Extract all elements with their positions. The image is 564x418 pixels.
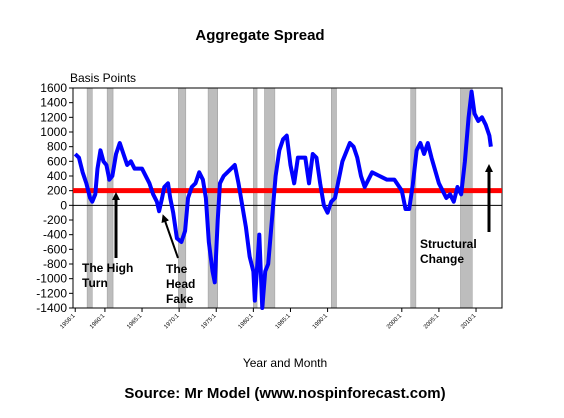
y-tick-label: 1200 xyxy=(40,110,67,124)
y-tick-label: 600 xyxy=(47,154,67,168)
x-tick-label: 1985:1 xyxy=(275,313,293,331)
y-tick-label: 0 xyxy=(60,198,67,212)
source: Source: Mr Model (www.nospinforecast.com… xyxy=(124,385,445,402)
y-tick-label: -1000 xyxy=(36,272,67,286)
x-tick-label: 1980:1 xyxy=(238,313,256,331)
annotation: The High Turn xyxy=(82,261,133,290)
x-tick-label: 1956:1 xyxy=(59,313,77,331)
y-tick-label: -400 xyxy=(43,228,67,242)
y-tick-label: 800 xyxy=(47,140,67,154)
y-tick-label: -800 xyxy=(43,257,67,271)
y-tick-label: 400 xyxy=(47,169,67,183)
plot-frame xyxy=(72,87,503,309)
annotation-arrow xyxy=(161,214,179,259)
y-tick-label: -1400 xyxy=(36,301,67,315)
annotation: The Head Fake xyxy=(166,262,195,306)
y-tick-label: 1600 xyxy=(40,81,67,95)
x-tick-label: 1960:1 xyxy=(89,313,107,331)
annotation: Structural Change xyxy=(420,237,477,266)
y-tick-label: -1200 xyxy=(36,286,67,300)
x-tick-label: 1975:1 xyxy=(200,313,218,331)
x-tick-label: 1970:1 xyxy=(163,313,181,331)
x-tick-label: 1965:1 xyxy=(126,313,144,331)
y-tick-label: -600 xyxy=(43,242,67,256)
recession-band xyxy=(106,87,114,309)
x-tick-label: 1990:1 xyxy=(312,313,330,331)
x-tick-label: 2000:1 xyxy=(386,313,404,331)
y-tick-label: 200 xyxy=(47,184,67,198)
data-line xyxy=(73,89,493,310)
y-tick-label: 1400 xyxy=(40,96,67,110)
plot-area: -1400-1200-1000-800-600-400-200020040060… xyxy=(36,81,503,331)
chart-title: Aggregate Spread xyxy=(195,27,324,44)
y-tick-label: -200 xyxy=(43,213,67,227)
x-tick-label: 2005:1 xyxy=(423,313,441,331)
y-tick-label: 1000 xyxy=(40,125,67,139)
x-axis-label: Year and Month xyxy=(243,356,327,370)
y-axis-label: Basis Points xyxy=(70,71,136,85)
x-tick-label: 2010:1 xyxy=(460,313,478,331)
